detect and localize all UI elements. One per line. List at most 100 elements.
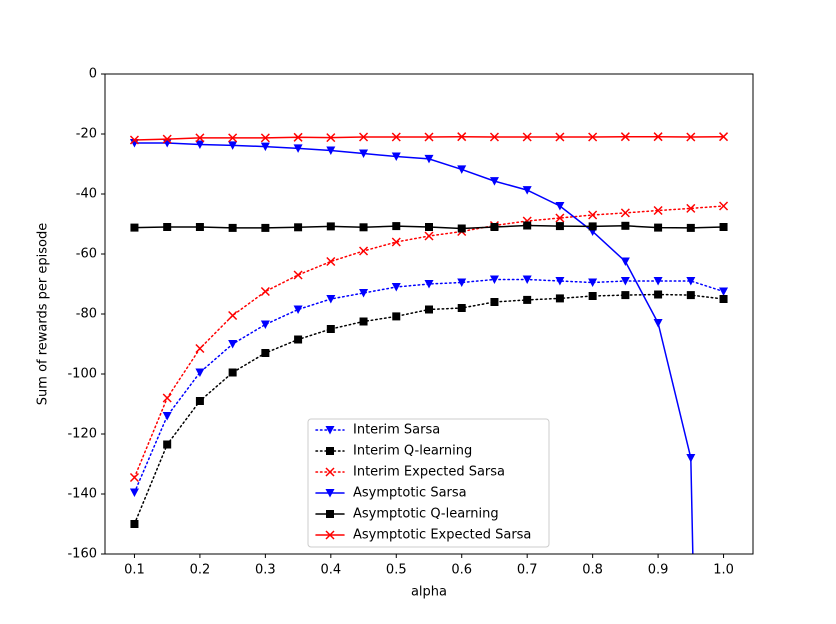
marker	[162, 412, 172, 421]
marker	[228, 340, 238, 349]
marker	[293, 305, 303, 314]
marker	[457, 132, 467, 142]
marker	[359, 149, 369, 158]
marker	[620, 208, 630, 218]
marker	[555, 213, 565, 223]
legend: Interim Sarsa Interim Q-learning Interim E…	[307, 418, 550, 548]
marker	[686, 203, 696, 213]
marker	[260, 286, 270, 297]
marker	[294, 223, 303, 232]
legend-marker	[326, 447, 334, 455]
marker	[719, 201, 729, 211]
marker	[129, 472, 139, 483]
marker	[261, 223, 270, 232]
marker	[588, 210, 598, 220]
marker	[522, 186, 532, 195]
marker	[719, 223, 728, 231]
marker	[391, 152, 401, 161]
x-axis-label: alpha	[411, 585, 447, 600]
marker	[424, 154, 434, 164]
marker	[129, 488, 139, 497]
marker	[489, 177, 499, 186]
legend-label: Interim Q-learning	[353, 444, 472, 459]
marker	[392, 312, 401, 321]
y-tick-label: -20	[76, 127, 97, 142]
y-tick-label: -160	[67, 547, 97, 562]
marker	[163, 440, 172, 449]
marker	[228, 368, 237, 377]
marker	[326, 295, 336, 304]
legend-label: Interim Sarsa	[353, 423, 440, 438]
y-tick-label: -120	[67, 427, 97, 442]
marker	[457, 304, 466, 312]
marker	[260, 320, 270, 329]
x-tick-label: 0.8	[582, 563, 603, 578]
marker	[195, 368, 205, 377]
marker	[391, 237, 401, 247]
marker	[195, 343, 205, 354]
marker	[719, 295, 728, 303]
x-tick-label: 0.9	[648, 563, 669, 578]
marker	[555, 202, 565, 211]
y-tick-label: -140	[67, 487, 97, 502]
marker	[457, 278, 467, 287]
marker	[653, 319, 663, 328]
marker	[686, 291, 695, 300]
marker	[490, 298, 499, 306]
marker	[457, 165, 467, 174]
marker	[294, 335, 303, 344]
marker	[293, 270, 303, 280]
marker	[228, 141, 238, 150]
marker	[129, 139, 139, 148]
marker	[195, 140, 205, 149]
marker	[686, 277, 696, 286]
x-tick-label: 0.4	[320, 563, 341, 578]
marker	[392, 222, 401, 231]
y-axis-label: Sum of rewards per episode	[36, 223, 51, 405]
marker	[654, 223, 663, 232]
x-tick-label: 1.0	[713, 563, 734, 578]
marker	[621, 291, 630, 300]
marker	[359, 223, 368, 232]
x-tick-label: 0.5	[386, 563, 407, 578]
marker	[130, 520, 139, 528]
marker	[489, 275, 499, 284]
marker	[326, 133, 336, 143]
marker	[588, 292, 597, 300]
marker	[588, 132, 598, 142]
marker	[326, 325, 335, 333]
y-tick-label: -100	[67, 367, 97, 382]
x-tick-label: 0.7	[517, 563, 538, 578]
marker	[326, 222, 335, 231]
marker	[129, 135, 139, 145]
marker	[555, 277, 565, 286]
marker	[620, 277, 630, 286]
marker	[620, 132, 630, 142]
legend-label: Interim Expected Sarsa	[353, 465, 505, 480]
marker	[359, 317, 368, 326]
marker	[621, 221, 630, 230]
marker	[195, 223, 204, 231]
legend-box	[307, 418, 550, 548]
marker	[163, 223, 172, 231]
marker	[555, 132, 565, 142]
plot-area	[129, 132, 729, 554]
marker	[425, 305, 433, 314]
y-tick-label: -60	[76, 247, 97, 262]
marker	[686, 132, 696, 142]
legend-label: Asymptotic Expected Sarsa	[353, 528, 531, 543]
marker	[260, 133, 270, 143]
legend-marker	[325, 530, 335, 540]
marker	[424, 231, 434, 241]
y-tick-label: -40	[76, 187, 97, 202]
marker	[425, 223, 433, 231]
marker	[523, 295, 532, 304]
marker	[719, 287, 729, 296]
marker	[654, 290, 663, 299]
x-tick-label: 0.3	[255, 563, 276, 578]
marker	[228, 310, 238, 321]
legend-marker	[325, 467, 335, 477]
marker	[457, 224, 466, 233]
